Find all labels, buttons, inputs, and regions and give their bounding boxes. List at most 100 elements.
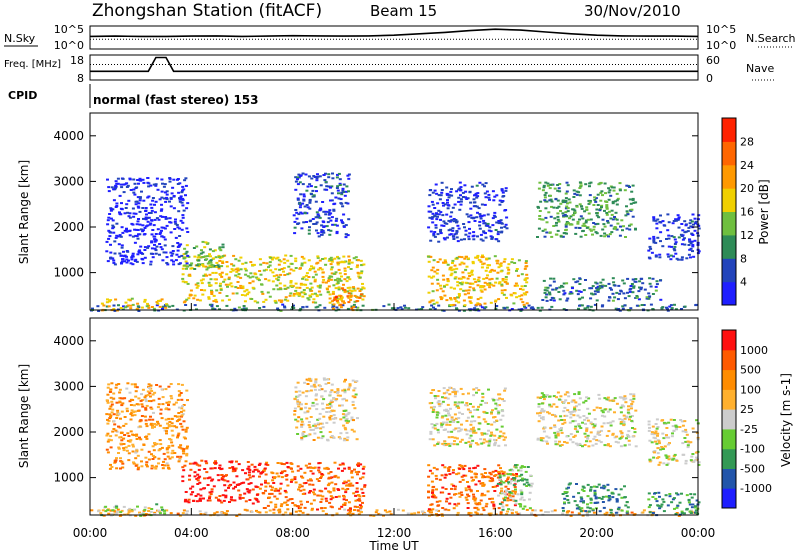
data-cell bbox=[465, 213, 469, 216]
data-cell bbox=[613, 227, 617, 230]
data-cell bbox=[118, 514, 122, 517]
data-cell bbox=[188, 474, 192, 477]
data-cell bbox=[488, 479, 492, 482]
data-cell bbox=[576, 280, 580, 283]
data-cell bbox=[464, 196, 467, 199]
data-cell bbox=[438, 478, 442, 481]
data-cell bbox=[292, 294, 296, 297]
data-cell bbox=[651, 512, 655, 514]
data-cell bbox=[577, 393, 581, 395]
data-cell bbox=[550, 235, 554, 238]
data-cell bbox=[313, 388, 317, 391]
data-cell bbox=[600, 204, 604, 207]
data-cell bbox=[333, 279, 337, 282]
data-cell bbox=[150, 209, 154, 212]
data-cell bbox=[299, 193, 303, 196]
data-cell bbox=[140, 460, 143, 463]
data-cell bbox=[352, 286, 355, 289]
data-cell bbox=[197, 259, 201, 262]
data-cell bbox=[457, 293, 461, 295]
data-cell bbox=[299, 506, 303, 509]
data-cell bbox=[623, 444, 627, 447]
data-cell bbox=[497, 404, 501, 407]
data-cell bbox=[195, 500, 199, 503]
data-cell bbox=[296, 293, 300, 296]
data-cell bbox=[448, 423, 452, 426]
data-cell bbox=[348, 289, 352, 292]
data-cell bbox=[540, 408, 544, 411]
data-cell bbox=[573, 211, 577, 214]
data-cell bbox=[143, 506, 147, 509]
data-cell bbox=[523, 466, 527, 468]
data-cell bbox=[607, 299, 611, 302]
data-cell bbox=[192, 247, 196, 249]
data-cell bbox=[589, 181, 593, 184]
data-cell bbox=[623, 395, 627, 398]
data-cell bbox=[301, 183, 305, 186]
data-cell bbox=[124, 301, 128, 304]
data-cell bbox=[161, 464, 165, 466]
data-cell bbox=[336, 185, 340, 188]
data-cell bbox=[448, 194, 452, 197]
data-cell bbox=[149, 263, 153, 266]
data-cell bbox=[627, 405, 630, 408]
data-cell bbox=[580, 488, 584, 491]
data-cell bbox=[115, 505, 119, 508]
data-cell bbox=[498, 481, 502, 484]
data-cell bbox=[627, 439, 631, 442]
data-cell bbox=[315, 295, 319, 298]
data-cell bbox=[208, 253, 211, 256]
data-cell bbox=[300, 438, 304, 441]
data-cell bbox=[335, 230, 339, 233]
data-cell bbox=[135, 228, 139, 231]
data-cell bbox=[153, 426, 156, 428]
data-cell bbox=[347, 190, 350, 193]
data-cell bbox=[176, 178, 179, 181]
data-cell bbox=[107, 216, 111, 219]
data-cell bbox=[290, 284, 294, 287]
data-cell bbox=[620, 431, 624, 434]
data-cell bbox=[433, 235, 437, 238]
data-cell bbox=[521, 507, 525, 510]
data-cell bbox=[342, 416, 346, 419]
data-cell bbox=[312, 424, 316, 427]
data-cell bbox=[555, 405, 559, 408]
data-cell bbox=[234, 268, 238, 271]
data-cell bbox=[457, 502, 461, 505]
data-cell bbox=[626, 277, 630, 280]
colorbar-swatch bbox=[722, 211, 736, 236]
data-cell bbox=[474, 192, 478, 195]
data-cell bbox=[476, 254, 480, 257]
data-cell bbox=[314, 398, 318, 401]
data-cell bbox=[232, 264, 236, 267]
data-cell bbox=[439, 287, 443, 290]
data-cell bbox=[442, 220, 446, 223]
data-cell bbox=[335, 398, 339, 401]
data-cell bbox=[606, 221, 610, 224]
data-cell bbox=[127, 444, 131, 447]
data-cell bbox=[498, 397, 502, 400]
data-cell bbox=[204, 511, 208, 514]
data-cell bbox=[554, 434, 558, 437]
data-cell bbox=[565, 495, 569, 497]
data-cell bbox=[484, 306, 488, 309]
colorbar-tick-label: 16 bbox=[740, 206, 754, 219]
data-cell bbox=[299, 307, 303, 310]
data-cell bbox=[130, 383, 134, 386]
data-cell bbox=[165, 509, 169, 512]
data-cell bbox=[595, 289, 599, 292]
data-cell bbox=[301, 434, 305, 436]
data-cell bbox=[325, 411, 329, 413]
data-cell bbox=[584, 221, 588, 224]
y-tick-label: 3000 bbox=[53, 174, 84, 188]
data-cell bbox=[275, 277, 279, 280]
data-cell bbox=[431, 290, 435, 293]
data-cell bbox=[500, 283, 504, 286]
data-cell bbox=[583, 432, 587, 435]
data-cell bbox=[446, 278, 450, 280]
data-cell bbox=[530, 512, 533, 515]
data-cell bbox=[300, 403, 303, 406]
data-cell bbox=[504, 496, 507, 499]
data-cell bbox=[455, 230, 459, 232]
data-cell bbox=[661, 306, 665, 309]
